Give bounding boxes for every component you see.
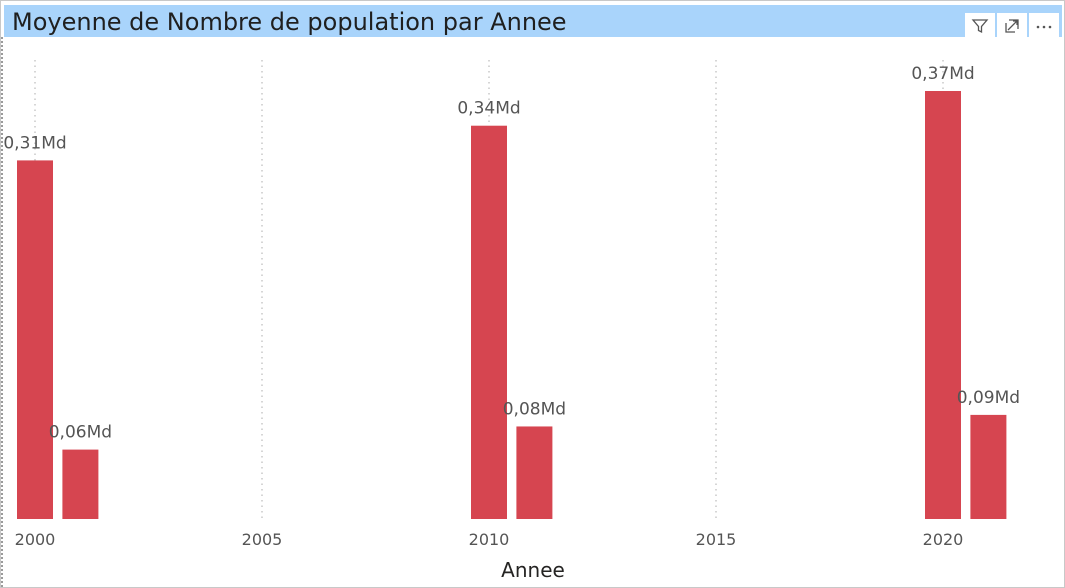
x-tick-label: 2010 bbox=[469, 530, 510, 549]
data-label: 0,06Md bbox=[49, 423, 112, 443]
visual-toolbar bbox=[965, 13, 1059, 39]
bar[interactable] bbox=[62, 449, 99, 519]
data-label: 0,37Md bbox=[911, 64, 974, 84]
bar[interactable] bbox=[925, 91, 961, 519]
data-label: 0,31Md bbox=[3, 133, 66, 153]
x-tick-label: 2005 bbox=[242, 530, 283, 549]
x-tick-label: 2000 bbox=[15, 530, 56, 549]
filter-button[interactable] bbox=[965, 13, 995, 39]
bar[interactable] bbox=[471, 125, 507, 520]
more-options-icon bbox=[1036, 25, 1052, 29]
more-options-button[interactable] bbox=[1029, 13, 1059, 39]
x-tick-label: 2015 bbox=[696, 530, 737, 549]
visual-header: Moyenne de Nombre de population par Anne… bbox=[4, 5, 1062, 39]
data-label: 0,34Md bbox=[457, 99, 520, 119]
focus-mode-icon bbox=[1005, 19, 1019, 33]
data-label: 0,08Md bbox=[503, 399, 566, 419]
bar[interactable] bbox=[516, 426, 553, 519]
left-border bbox=[1, 37, 4, 587]
bar[interactable] bbox=[970, 414, 1007, 519]
data-label: 0,09Md bbox=[957, 388, 1020, 408]
x-axis-title: Annee bbox=[501, 558, 565, 582]
x-tick-label: 2020 bbox=[923, 530, 964, 549]
filter-icon bbox=[971, 19, 989, 34]
bar[interactable] bbox=[17, 160, 53, 520]
chart-title: Moyenne de Nombre de population par Anne… bbox=[12, 8, 567, 36]
focus-mode-button[interactable] bbox=[997, 13, 1027, 39]
